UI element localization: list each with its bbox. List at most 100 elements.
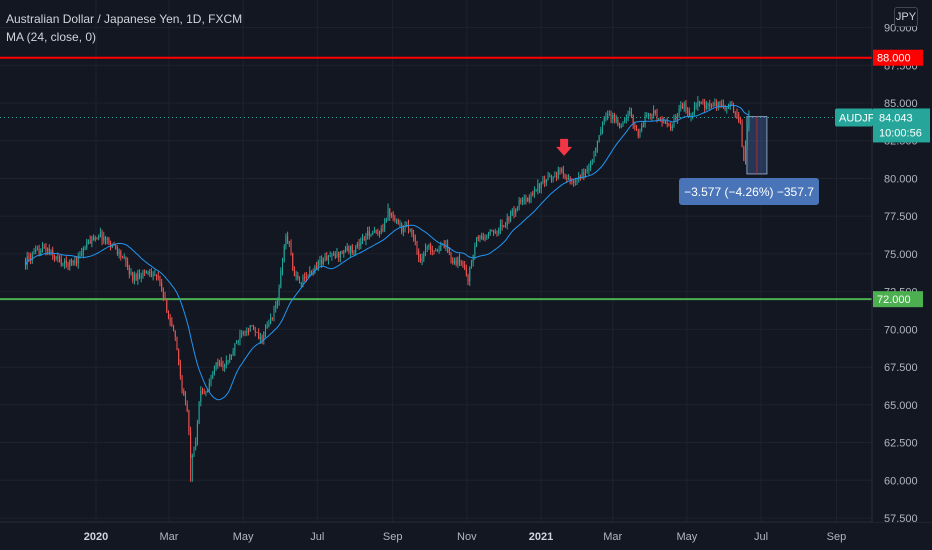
price-tick-label: 60.000 [884, 475, 918, 487]
candle-body [457, 257, 459, 265]
price-tick-label: 70.000 [884, 324, 918, 336]
candle-body [79, 255, 81, 257]
candle-body [423, 253, 425, 259]
candle-body [530, 192, 532, 202]
candle-body [220, 362, 222, 366]
candle-body [598, 135, 600, 141]
candle-body [469, 266, 471, 282]
candle-body [263, 332, 265, 340]
price-tick-label: 65.000 [884, 400, 918, 412]
indicator-label[interactable]: MA (24, close, 0) [6, 30, 97, 44]
candle-body [264, 328, 266, 333]
candle-body [373, 230, 375, 233]
candle-body [664, 120, 667, 122]
candle-body [583, 172, 585, 176]
candle-body [448, 248, 450, 253]
candle-body [326, 256, 328, 260]
candle-body [70, 259, 72, 261]
candle-body [726, 107, 728, 110]
candle-body [127, 262, 129, 268]
candle-body [670, 126, 672, 129]
candle-body [169, 318, 171, 322]
candle-body [64, 260, 66, 264]
candle-body [137, 273, 139, 280]
candle-body [721, 104, 723, 107]
candle-body [661, 120, 663, 124]
candle-body [646, 114, 648, 116]
candle-body [617, 119, 619, 125]
candle-body [476, 237, 478, 247]
candle-body [77, 256, 79, 264]
candle-body [692, 112, 694, 115]
candle-body [556, 176, 558, 178]
candle-body [259, 336, 261, 339]
candle-body [379, 232, 381, 234]
price-axis[interactable]: 57.50060.00062.50065.00067.50070.00072.5… [873, 0, 932, 525]
candle-body [554, 176, 556, 178]
candle-body [438, 250, 440, 252]
candle-body [419, 257, 421, 262]
candle-body [121, 256, 124, 258]
candle-body [104, 237, 106, 240]
measure-tool[interactable] [746, 116, 768, 175]
candle-body [607, 114, 609, 117]
candle-body [443, 244, 445, 248]
candle-body [217, 362, 219, 365]
candle-body [173, 325, 175, 332]
candle-body [300, 283, 302, 285]
candle-body [336, 252, 338, 258]
candle-body [608, 114, 610, 116]
time-axis-bg [0, 523, 932, 550]
candle-body [149, 271, 151, 273]
candle-body [87, 240, 89, 242]
candle-body [275, 305, 277, 308]
candle-body [309, 271, 311, 277]
candle-body [501, 224, 503, 227]
arrow-down-icon[interactable] [556, 138, 573, 156]
candle-body [625, 118, 627, 120]
horizontal-levels[interactable] [0, 56, 872, 301]
candle-body [110, 243, 112, 248]
candle-body [174, 331, 176, 337]
candle-body [230, 354, 232, 356]
last-price-badge [873, 108, 930, 143]
candle-body [685, 103, 687, 111]
time-axis[interactable]: 2020 Mar May Jul Sep Nov 2021 Mar May Jul Sep [0, 523, 932, 550]
candle-body [733, 105, 735, 113]
candle-body [327, 256, 329, 260]
candle-body [392, 212, 394, 218]
candle-body [431, 249, 433, 251]
candle-body [523, 199, 525, 201]
candle-body [513, 210, 515, 214]
candle-body [116, 248, 118, 254]
candle-body [280, 270, 282, 288]
candle-body [600, 129, 602, 136]
currency-button[interactable]: JPY [894, 7, 918, 27]
candle-body [339, 251, 341, 258]
candle-body [319, 259, 321, 262]
candle-body [270, 317, 272, 325]
candle-body [203, 393, 205, 395]
candle-body [659, 118, 661, 121]
candle-body [142, 271, 144, 277]
level-badge-label: 72.000 [877, 294, 911, 306]
candle-body [487, 233, 489, 237]
candle-body [688, 111, 690, 117]
candle-body [693, 106, 695, 113]
candle-body [99, 232, 101, 238]
candle-body [595, 148, 597, 152]
candle-body [181, 376, 183, 392]
candle-body [89, 240, 91, 244]
candle-body [196, 423, 198, 442]
candle-body [205, 391, 207, 394]
candle-body [31, 253, 33, 261]
candle-body [424, 248, 427, 254]
candle-body [404, 226, 406, 228]
candle-body [72, 260, 74, 263]
candle-body [535, 190, 537, 192]
candle-body [562, 169, 564, 175]
candle-body [699, 101, 701, 104]
measure-label-text: −3.577 (−4.26%) −357.7 [684, 185, 814, 199]
